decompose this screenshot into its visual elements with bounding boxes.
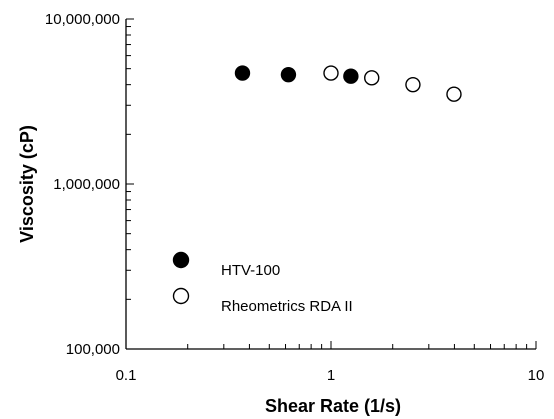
tick-labels: 0.1 1 10 100,000 1,000,000 10,000,000 xyxy=(45,11,544,384)
data-points xyxy=(234,65,462,102)
legend-label-rheometrics-rda-ii: Rheometrics RDA II xyxy=(221,298,353,315)
data-point-htv-100 xyxy=(280,66,297,83)
legend-marker-rheometrics-rda-ii xyxy=(172,287,190,305)
x-tick-label: 1 xyxy=(327,367,335,384)
x-tick-label: 0.1 xyxy=(116,367,137,384)
legend-label-htv-100: HTV-100 xyxy=(221,262,280,279)
y-axis-title: Viscosity (cP) xyxy=(17,125,37,243)
x-axis-title: Shear Rate (1/s) xyxy=(265,396,401,416)
data-point-htv-100 xyxy=(234,65,251,81)
y-tick-label: 1,000,000 xyxy=(53,176,120,193)
y-tick-label: 100,000 xyxy=(66,341,120,358)
data-point-rheometrics-rda-ii xyxy=(364,70,380,86)
legend-marker-htv-100 xyxy=(172,251,190,269)
y-tick-label: 10,000,000 xyxy=(45,11,120,28)
data-point-htv-100 xyxy=(343,68,359,84)
tick-marks xyxy=(125,18,537,350)
x-tick-label: 10 xyxy=(528,367,545,384)
data-point-rheometrics-rda-ii xyxy=(323,65,339,81)
data-point-rheometrics-rda-ii xyxy=(405,76,421,93)
legend: HTV-100 Rheometrics RDA II xyxy=(172,251,353,315)
data-point-rheometrics-rda-ii xyxy=(446,86,462,102)
